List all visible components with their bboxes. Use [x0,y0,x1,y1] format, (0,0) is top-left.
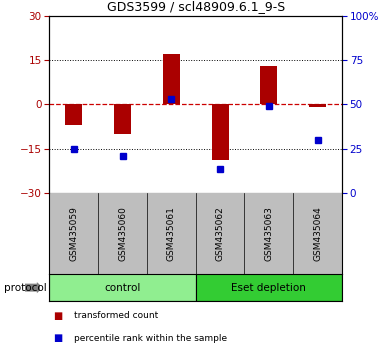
Text: control: control [105,282,141,293]
Bar [196,274,342,301]
Text: GSM435061: GSM435061 [167,206,176,261]
Bar [49,274,196,301]
Text: GSM435059: GSM435059 [69,206,78,261]
Text: GSM435062: GSM435062 [215,206,225,261]
Bar [163,54,180,104]
Text: transformed count: transformed count [74,311,158,320]
Bar [309,104,326,107]
Bar [260,66,277,104]
Text: protocol: protocol [4,282,47,293]
Bar [114,104,131,134]
Text: GSM435064: GSM435064 [313,206,322,261]
Bar [65,104,82,125]
Text: GSM435060: GSM435060 [118,206,127,261]
Bar [212,104,229,160]
Text: ■: ■ [53,333,62,343]
Text: Eset depletion: Eset depletion [231,282,306,293]
Title: GDS3599 / scl48909.6.1_9-S: GDS3599 / scl48909.6.1_9-S [106,0,285,13]
Text: percentile rank within the sample: percentile rank within the sample [74,333,227,343]
FancyArrow shape [25,282,43,293]
Text: ■: ■ [53,311,62,321]
Text: GSM435063: GSM435063 [264,206,273,261]
